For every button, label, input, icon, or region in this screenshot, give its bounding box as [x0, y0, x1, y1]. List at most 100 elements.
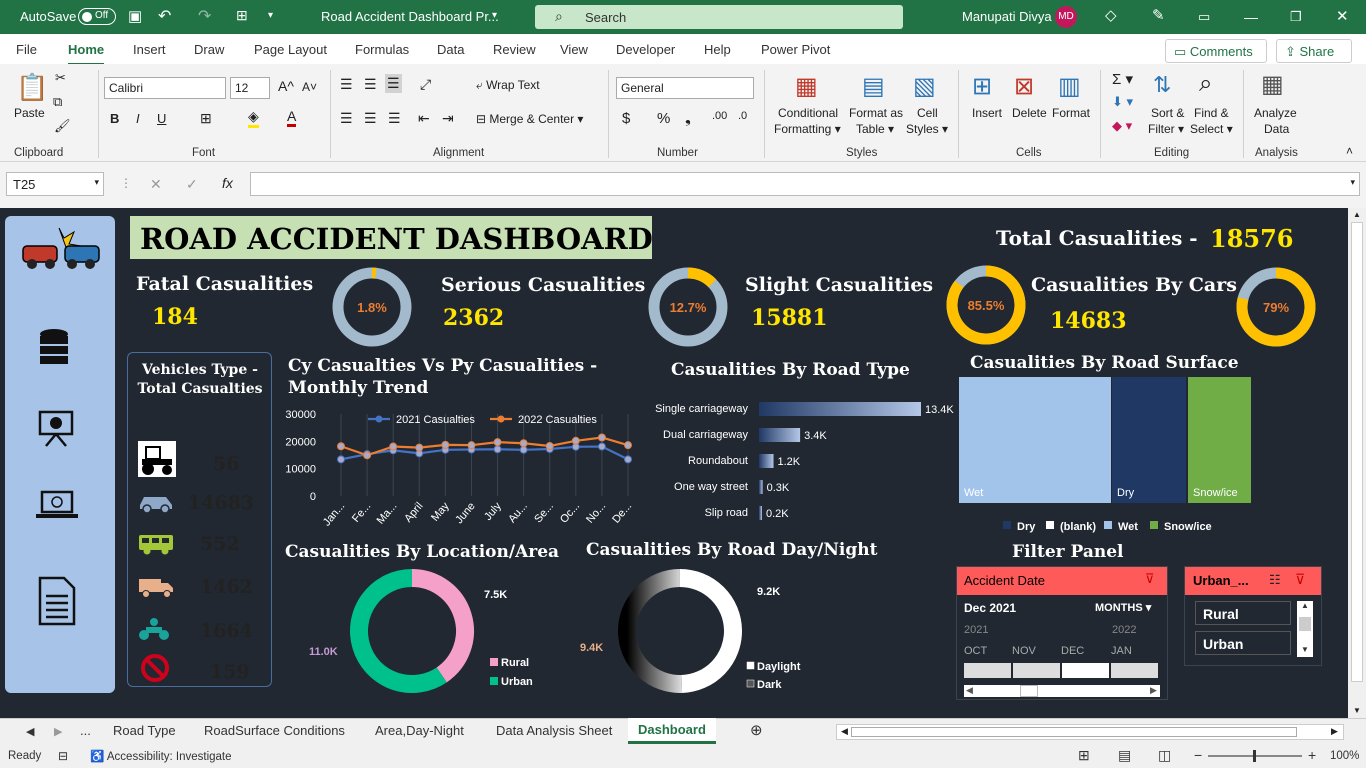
- increase-decimal-icon[interactable]: .00: [712, 110, 728, 122]
- find-select-label2[interactable]: Select ▾: [1190, 122, 1233, 136]
- merge-center-button[interactable]: ⊟ Merge & Center ▾: [476, 112, 584, 126]
- vertical-scrollbar[interactable]: ▲ ▼: [1348, 208, 1366, 718]
- find-select-button[interactable]: Find &: [1194, 106, 1229, 120]
- autosum-icon[interactable]: Σ ▾: [1112, 71, 1133, 88]
- month-label[interactable]: DEC: [1061, 645, 1085, 657]
- italic-button[interactable]: I: [136, 111, 140, 126]
- tab-road-type[interactable]: Road Type: [113, 723, 176, 738]
- copy-icon[interactable]: ⧉: [53, 94, 63, 109]
- ribbon-display-icon[interactable]: ▭: [1198, 9, 1211, 24]
- borders-icon[interactable]: ⊞: [200, 110, 212, 126]
- format-cells-button[interactable]: Format: [1052, 106, 1091, 120]
- slicer-item-urban[interactable]: Urban: [1195, 631, 1291, 655]
- month-label[interactable]: JAN: [1111, 645, 1132, 657]
- diamond-icon[interactable]: ◇: [1105, 7, 1117, 24]
- format-table-icon[interactable]: ▤: [862, 73, 885, 100]
- cancel-icon[interactable]: ✕: [150, 176, 162, 192]
- tab-area-day-night[interactable]: Area,Day-Night: [375, 723, 464, 738]
- tab-road-surface[interactable]: RoadSurface Conditions: [204, 723, 345, 738]
- close-icon[interactable]: ✕: [1336, 8, 1349, 25]
- save-icon[interactable]: ▣: [128, 8, 143, 25]
- bold-button[interactable]: B: [110, 111, 120, 126]
- format-painter-icon[interactable]: 🖌: [54, 118, 71, 133]
- sort-filter-label2[interactable]: Filter ▾: [1148, 122, 1185, 136]
- autosave-toggle[interactable]: Off: [78, 8, 116, 25]
- align-bottom-icon[interactable]: ☰: [385, 74, 402, 93]
- align-left-icon[interactable]: ☰: [340, 110, 353, 126]
- paste-button[interactable]: Paste: [14, 106, 45, 120]
- font-name-select[interactable]: Calibri: [104, 77, 226, 99]
- delete-cells-button[interactable]: Delete: [1012, 106, 1047, 120]
- underline-button[interactable]: U: [157, 111, 167, 126]
- insert-cells-button[interactable]: Insert: [972, 106, 1003, 120]
- decrease-decimal-icon[interactable]: .0: [738, 110, 748, 122]
- sort-filter-icon[interactable]: ⇅: [1153, 72, 1172, 97]
- menu-review[interactable]: Review: [493, 42, 536, 57]
- slicer-scrollbar[interactable]: ▲ ▼: [1297, 601, 1313, 657]
- wrap-text-button[interactable]: ⤶ Wrap Text: [476, 78, 540, 92]
- currency-icon[interactable]: $: [622, 110, 631, 127]
- collapse-ribbon-icon[interactable]: ˄: [1346, 144, 1354, 158]
- delete-cells-icon[interactable]: ⊠: [1014, 73, 1035, 100]
- conditional-formatting-icon[interactable]: ▦: [795, 73, 818, 100]
- undo-icon[interactable]: ↶: [158, 8, 172, 25]
- zoom-out-icon[interactable]: −: [1194, 747, 1203, 763]
- percent-icon[interactable]: %: [657, 110, 671, 127]
- menu-file[interactable]: File: [16, 42, 37, 57]
- chevron-down-icon[interactable]: ▾: [492, 10, 498, 21]
- menu-data[interactable]: Data: [437, 42, 465, 57]
- comma-icon[interactable]: ❟: [685, 110, 691, 127]
- normal-view-icon[interactable]: ⊞: [1078, 747, 1090, 763]
- fill-icon[interactable]: ⬇ ▾: [1112, 94, 1134, 109]
- month-bar[interactable]: [1013, 663, 1060, 678]
- tab-scroll-right-icon[interactable]: ▶: [54, 726, 63, 738]
- month-label[interactable]: OCT: [964, 645, 988, 657]
- cut-icon[interactable]: ✂: [55, 70, 66, 85]
- user-name[interactable]: Manupati Divya: [962, 9, 1052, 24]
- align-middle-icon[interactable]: ☰: [364, 76, 377, 92]
- font-color-icon[interactable]: A: [287, 108, 297, 127]
- cell-styles-icon[interactable]: ▧: [913, 73, 936, 100]
- paste-icon[interactable]: 📋: [16, 72, 49, 102]
- zoom-in-icon[interactable]: +: [1308, 747, 1317, 763]
- menu-insert[interactable]: Insert: [133, 42, 166, 57]
- timeline-scrollbar[interactable]: ◀ ▶: [964, 685, 1160, 697]
- insert-cells-icon[interactable]: ⊞: [972, 73, 993, 100]
- align-center-icon[interactable]: ☰: [364, 110, 377, 126]
- analyze-data-label2[interactable]: Data: [1264, 122, 1290, 136]
- database-icon[interactable]: [38, 328, 70, 368]
- slicer-item-rural[interactable]: Rural: [1195, 601, 1291, 625]
- analyze-data-icon[interactable]: ▦: [1261, 71, 1284, 98]
- find-select-icon[interactable]: ⌕: [1199, 70, 1213, 97]
- clear-filter-icon[interactable]: ⊽: [1295, 571, 1306, 587]
- enter-icon[interactable]: ✓: [186, 176, 198, 192]
- fill-color-icon[interactable]: ◈: [248, 108, 259, 128]
- name-box[interactable]: T25 ▾: [6, 172, 104, 196]
- align-top-icon[interactable]: ☰: [340, 76, 353, 92]
- decrease-indent-icon[interactable]: ⇤: [418, 110, 430, 126]
- increase-font-icon[interactable]: A^: [278, 78, 294, 94]
- cell-styles-button[interactable]: Cell: [917, 106, 938, 120]
- menu-page-layout[interactable]: Page Layout: [254, 42, 328, 57]
- redo-icon[interactable]: ↷: [198, 8, 212, 25]
- horizontal-scrollbar[interactable]: ◀ ▶: [836, 724, 1344, 740]
- comments-button[interactable]: ▭ Comments: [1165, 39, 1267, 63]
- menu-developer[interactable]: Developer: [616, 42, 676, 57]
- macro-icon[interactable]: ⊟: [58, 749, 69, 763]
- pen-icon[interactable]: ✎: [1152, 7, 1165, 24]
- accessibility-status[interactable]: ♿ Accessibility: Investigate: [90, 751, 232, 763]
- tab-data-analysis[interactable]: Data Analysis Sheet: [496, 723, 613, 738]
- function-icon[interactable]: fx: [222, 175, 233, 191]
- format-table-button[interactable]: Format as: [849, 106, 904, 120]
- format-cells-icon[interactable]: ▥: [1058, 73, 1081, 100]
- presentation-icon[interactable]: [36, 408, 76, 448]
- conditional-formatting-label2[interactable]: Formatting ▾: [774, 122, 841, 136]
- month-label[interactable]: NOV: [1012, 645, 1036, 657]
- conditional-formatting-button[interactable]: Conditional: [778, 106, 839, 120]
- avatar[interactable]: MD: [1055, 6, 1077, 28]
- page-break-icon[interactable]: ◫: [1158, 747, 1172, 763]
- menu-draw[interactable]: Draw: [194, 42, 225, 57]
- menu-view[interactable]: View: [560, 42, 588, 57]
- align-right-icon[interactable]: ☰: [388, 110, 401, 126]
- month-bar[interactable]: [1111, 663, 1158, 678]
